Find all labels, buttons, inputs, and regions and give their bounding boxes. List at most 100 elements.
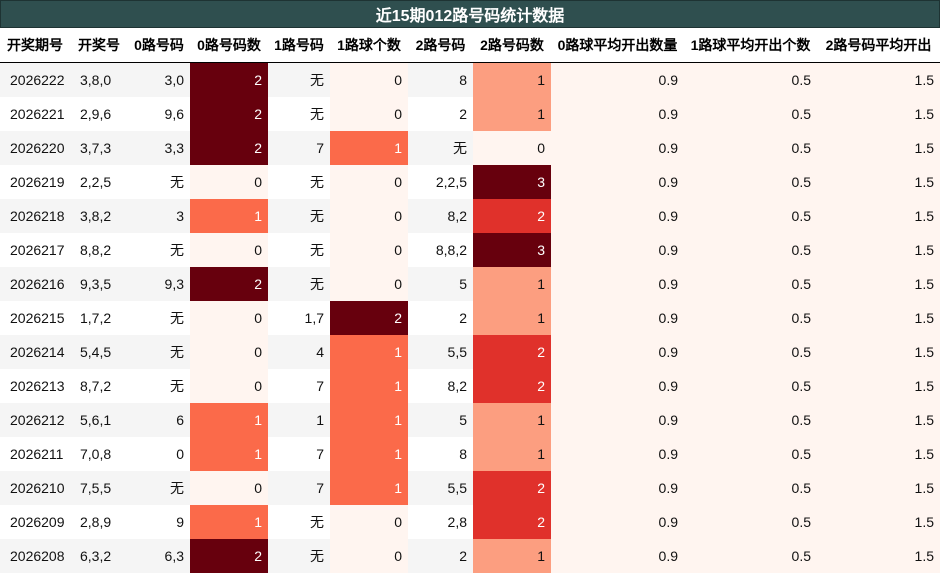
table-cell: 0 [190, 471, 268, 505]
table-cell: 1 [330, 335, 408, 369]
table-cell: 5 [408, 403, 473, 437]
table-cell: 0.9 [551, 335, 684, 369]
table-cell: 2026208 [0, 539, 70, 573]
table-cell: 0 [330, 165, 408, 199]
table-title: 近15期012路号码统计数据 [0, 0, 940, 28]
table-cell: 0.9 [551, 63, 684, 98]
table-cell: 1.5 [817, 403, 940, 437]
table-cell: 8,7,2 [70, 369, 128, 403]
table-cell: 0.5 [684, 165, 817, 199]
table-cell: 1.5 [817, 267, 940, 301]
table-cell: 0.5 [684, 97, 817, 131]
table-cell: 0.5 [684, 403, 817, 437]
table-cell: 1.5 [817, 97, 940, 131]
table-cell: 0 [190, 369, 268, 403]
table-cell: 无 [408, 131, 473, 165]
table-cell: 1.5 [817, 301, 940, 335]
table-cell: 1.5 [817, 437, 940, 471]
table-cell: 6 [128, 403, 190, 437]
column-header: 开奖期号 [0, 28, 70, 63]
table-cell: 1 [473, 267, 551, 301]
table-cell: 1.5 [817, 471, 940, 505]
table-cell: 2026212 [0, 403, 70, 437]
table-cell: 3,8,2 [70, 199, 128, 233]
table-cell: 0.9 [551, 301, 684, 335]
table-cell: 2,8,9 [70, 505, 128, 539]
table-cell: 2 [473, 471, 551, 505]
table-cell: 无 [268, 539, 330, 573]
table-cell: 0.5 [684, 505, 817, 539]
table-cell: 0.5 [684, 539, 817, 573]
table-cell: 0 [330, 505, 408, 539]
table-cell: 9 [128, 505, 190, 539]
table-cell: 1 [473, 403, 551, 437]
table-cell: 3 [128, 199, 190, 233]
table-cell: 无 [128, 165, 190, 199]
table-cell: 无 [268, 63, 330, 98]
table-cell: 0.9 [551, 471, 684, 505]
table-cell: 1.5 [817, 63, 940, 98]
column-header: 0路球平均开出数量 [551, 28, 684, 63]
table-cell: 1 [190, 437, 268, 471]
table-cell: 7 [268, 131, 330, 165]
column-header: 1路号码 [268, 28, 330, 63]
table-cell: 8,8,2 [70, 233, 128, 267]
table-cell: 2026211 [0, 437, 70, 471]
table-cell: 2 [408, 301, 473, 335]
table-cell: 2026219 [0, 165, 70, 199]
table-cell: 2026222 [0, 63, 70, 98]
table-cell: 2 [190, 63, 268, 98]
table-cell: 1 [330, 403, 408, 437]
table-cell: 无 [268, 267, 330, 301]
table-cell: 2 [190, 267, 268, 301]
table-cell: 5,5 [408, 471, 473, 505]
table-cell: 2026215 [0, 301, 70, 335]
table-cell: 2026217 [0, 233, 70, 267]
table-cell: 2 [190, 539, 268, 573]
table-cell: 0 [330, 539, 408, 573]
table-cell: 1 [190, 199, 268, 233]
table-cell: 7,0,8 [70, 437, 128, 471]
table-cell: 0 [330, 233, 408, 267]
table-cell: 0.9 [551, 403, 684, 437]
table-cell: 无 [268, 165, 330, 199]
table-cell: 1 [330, 369, 408, 403]
table-cell: 5,5 [408, 335, 473, 369]
table-cell: 2,2,5 [70, 165, 128, 199]
table-cell: 4 [268, 335, 330, 369]
column-header: 开奖号 [70, 28, 128, 63]
table-cell: 1 [473, 437, 551, 471]
table-cell: 5,6,1 [70, 403, 128, 437]
table-cell: 0 [190, 233, 268, 267]
table-cell: 2 [473, 505, 551, 539]
table-cell: 无 [128, 335, 190, 369]
table-cell: 3,3 [128, 131, 190, 165]
table-cell: 0.9 [551, 165, 684, 199]
table-cell: 0 [190, 301, 268, 335]
table-cell: 2 [473, 369, 551, 403]
table-cell: 5,4,5 [70, 335, 128, 369]
table-cell: 2 [473, 335, 551, 369]
table-cell: 0.9 [551, 131, 684, 165]
table-cell: 无 [128, 369, 190, 403]
column-header: 1路球个数 [330, 28, 408, 63]
table-cell: 2 [408, 539, 473, 573]
table-cell: 7 [268, 471, 330, 505]
table-cell: 0.9 [551, 369, 684, 403]
table-cell: 0 [473, 131, 551, 165]
table-cell: 2 [190, 97, 268, 131]
table-cell: 2 [408, 97, 473, 131]
table-cell: 2,9,6 [70, 97, 128, 131]
table-cell: 2026214 [0, 335, 70, 369]
table-cell: 无 [268, 505, 330, 539]
table-cell: 2 [190, 131, 268, 165]
table-cell: 0.9 [551, 539, 684, 573]
table-cell: 8,2 [408, 199, 473, 233]
table-cell: 2 [473, 199, 551, 233]
table-cell: 1.5 [817, 369, 940, 403]
table-cell: 5 [408, 267, 473, 301]
